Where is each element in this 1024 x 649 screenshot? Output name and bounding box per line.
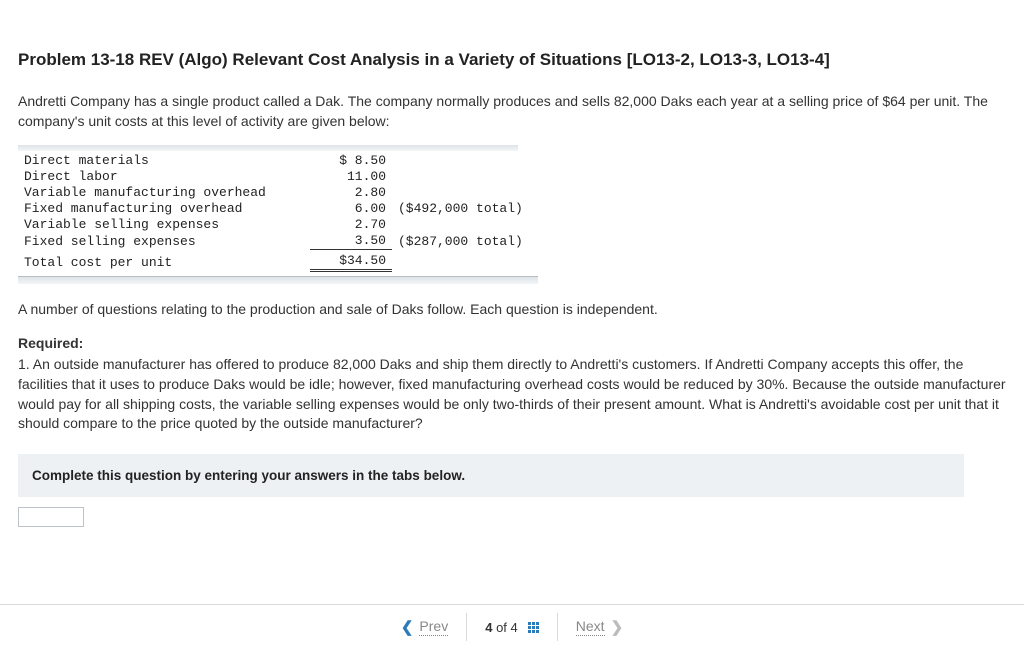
next-label: Next <box>576 618 605 636</box>
next-button[interactable]: Next ❯ <box>576 618 623 636</box>
cost-row-amount: 2.80 <box>310 185 392 201</box>
grid-icon[interactable] <box>528 622 539 633</box>
cost-row-note <box>392 153 564 169</box>
table-bottom-bar <box>18 276 538 284</box>
cost-row-note <box>392 217 564 233</box>
required-label: Required: <box>18 335 83 351</box>
cost-table: Direct materials $ 8.50 Direct labor 11.… <box>18 145 1006 284</box>
cost-row-label: Direct materials <box>18 153 310 169</box>
cost-row-label: Fixed selling expenses <box>18 233 310 250</box>
cost-row-amount: 6.00 <box>310 201 392 217</box>
cost-row-note <box>392 185 564 201</box>
cost-row-amount: 2.70 <box>310 217 392 233</box>
prev-button[interactable]: ❮ Prev <box>401 618 448 636</box>
cost-row-amount: 11.00 <box>310 169 392 185</box>
nav-divider <box>557 613 558 641</box>
cost-row-amount: $ 8.50 <box>310 153 392 169</box>
cost-row-note <box>392 169 564 185</box>
nav-divider <box>466 613 467 641</box>
cost-row-label: Variable selling expenses <box>18 217 310 233</box>
current-page: 4 <box>485 620 492 635</box>
instruction-banner: Complete this question by entering your … <box>18 454 964 497</box>
mid-paragraph: A number of questions relating to the pr… <box>18 300 1006 320</box>
cost-row-label: Direct labor <box>18 169 310 185</box>
of-label: of <box>496 620 507 635</box>
cost-row-amount: 3.50 <box>310 233 392 250</box>
table-top-bar <box>18 145 518 151</box>
cost-total-amount: $34.50 <box>310 250 392 271</box>
intro-paragraph: Andretti Company has a single product ca… <box>18 92 1006 131</box>
cost-total-label: Total cost per unit <box>18 250 310 271</box>
total-pages: 4 <box>511 620 518 635</box>
problem-title: Problem 13-18 REV (Algo) Relevant Cost A… <box>18 50 1006 70</box>
cost-row-label: Fixed manufacturing overhead <box>18 201 310 217</box>
cost-row-note: ($492,000 total) <box>392 201 564 217</box>
prev-label: Prev <box>419 618 448 636</box>
pagination-bar: ❮ Prev 4 of 4 Next ❯ <box>0 604 1024 649</box>
chevron-right-icon: ❯ <box>611 618 624 636</box>
question-1: 1. An outside manufacturer has offered t… <box>18 355 1006 433</box>
cost-row-label: Variable manufacturing overhead <box>18 185 310 201</box>
chevron-left-icon: ❮ <box>401 618 414 636</box>
page-indicator: 4 of 4 <box>485 620 539 635</box>
cost-row-note: ($287,000 total) <box>392 233 564 250</box>
answer-input[interactable] <box>18 507 84 527</box>
